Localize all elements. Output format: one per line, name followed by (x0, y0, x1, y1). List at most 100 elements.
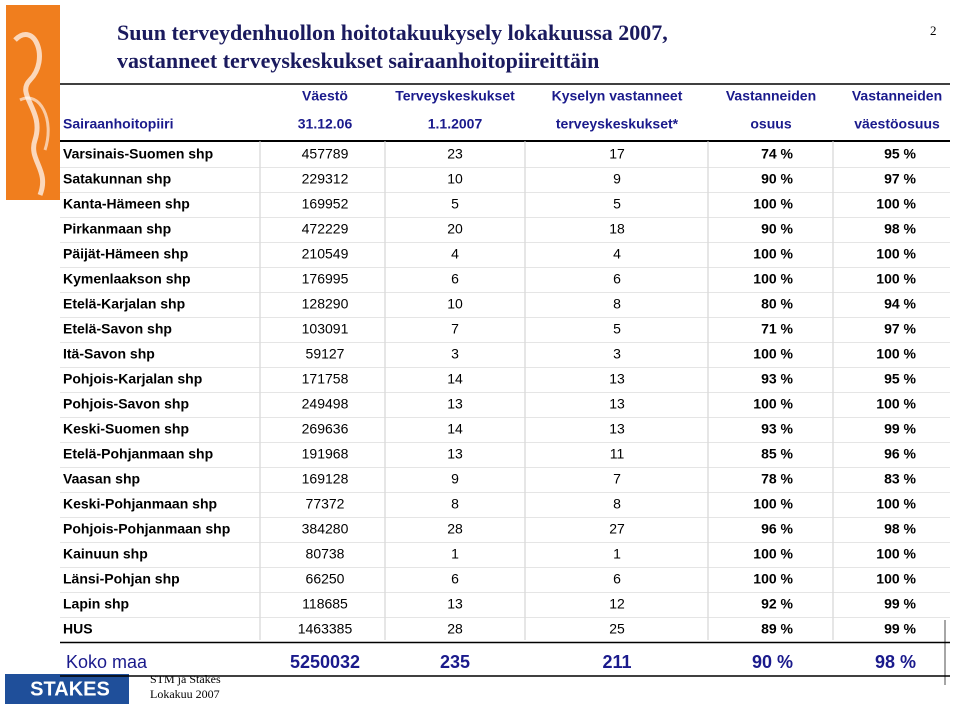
column-header: Vastanneiden (726, 88, 816, 104)
cell: 1 (451, 546, 459, 562)
cell: 94 % (884, 296, 916, 312)
row-label: Satakunnan shp (63, 171, 171, 187)
cell: 100 % (876, 196, 916, 212)
cell: 13 (447, 446, 463, 462)
total-cell: 235 (440, 652, 470, 672)
cell: 14 (447, 421, 463, 437)
cell: 176995 (302, 271, 349, 287)
row-label: Länsi-Pohjan shp (63, 571, 180, 587)
cell: 90 % (761, 171, 793, 187)
cell: 97 % (884, 321, 916, 337)
row-label: Lapin shp (63, 596, 129, 612)
cell: 13 (447, 596, 463, 612)
cell: 3 (613, 346, 621, 362)
footer-line: Lokakuu 2007 (150, 687, 220, 701)
cell: 169128 (302, 471, 349, 487)
cell: 4 (613, 246, 621, 262)
cell: 28 (447, 521, 463, 537)
cell: 100 % (876, 496, 916, 512)
cell: 100 % (876, 571, 916, 587)
column-header: Väestö (302, 88, 348, 104)
row-label: Etelä-Savon shp (63, 321, 172, 337)
cell: 100 % (753, 346, 793, 362)
cell: 14 (447, 371, 463, 387)
cell: 77372 (306, 496, 345, 512)
total-cell: 90 % (752, 652, 793, 672)
cell: 5 (613, 196, 621, 212)
cell: 20 (447, 221, 463, 237)
cell: 93 % (761, 421, 793, 437)
cell: 66250 (306, 571, 345, 587)
cell: 83 % (884, 471, 916, 487)
row-label: Kainuun shp (63, 546, 148, 562)
cell: 99 % (884, 596, 916, 612)
cell: 92 % (761, 596, 793, 612)
cell: 118685 (302, 596, 348, 612)
cell: 98 % (884, 221, 916, 237)
cell: 100 % (876, 271, 916, 287)
cell: 229312 (302, 171, 349, 187)
cell: 95 % (884, 371, 916, 387)
row-label: Keski-Suomen shp (63, 421, 189, 437)
logo (5, 674, 129, 704)
cell: 11 (610, 446, 625, 462)
cell: 100 % (753, 571, 793, 587)
cell: 13 (609, 421, 625, 437)
cell: 97 % (884, 171, 916, 187)
cell: 98 % (884, 521, 916, 537)
column-header: väestöosuus (854, 116, 940, 132)
cell: 6 (451, 271, 459, 287)
row-label: HUS (63, 621, 93, 637)
cell: 9 (613, 171, 621, 187)
total-cell: 5250032 (290, 652, 360, 672)
cell: 90 % (761, 221, 793, 237)
cell: 13 (609, 371, 625, 387)
cell: 100 % (753, 396, 793, 412)
cell: 384280 (302, 521, 349, 537)
row-label: Pirkanmaan shp (63, 221, 171, 237)
cell: 95 % (884, 146, 916, 162)
total-cell: 211 (602, 652, 631, 672)
cell: 85 % (761, 446, 793, 462)
cell: 10 (447, 296, 463, 312)
cell: 23 (447, 146, 463, 162)
cell: 25 (609, 621, 625, 637)
title-line: vastanneet terveyskeskukset sairaanhoito… (117, 48, 599, 73)
cell: 128290 (302, 296, 349, 312)
cell: 3 (451, 346, 459, 362)
page-number: 2 (930, 23, 937, 38)
row-label: Vaasan shp (63, 471, 140, 487)
cell: 8 (613, 296, 621, 312)
logo-text: STAKES (30, 678, 110, 700)
cell: 472229 (302, 221, 349, 237)
cell: 74 % (761, 146, 793, 162)
cell: 80 % (761, 296, 793, 312)
cell: 59127 (306, 346, 345, 362)
cell: 80738 (306, 546, 345, 562)
cell: 103091 (302, 321, 349, 337)
cell: 4 (451, 246, 459, 262)
column-header: terveyskeskukset* (556, 116, 679, 132)
cell: 8 (613, 496, 621, 512)
cell: 7 (451, 321, 459, 337)
column-header: Sairaanhoitopiiri (63, 116, 173, 132)
cell: 17 (609, 146, 625, 162)
column-header: Kyselyn vastanneet (552, 88, 683, 104)
cell: 6 (451, 571, 459, 587)
cell: 457789 (302, 146, 349, 162)
cell: 100 % (876, 396, 916, 412)
cell: 18 (609, 221, 625, 237)
cell: 5 (613, 321, 621, 337)
cell: 100 % (753, 546, 793, 562)
cell: 100 % (753, 246, 793, 262)
decoration-swirl (13, 32, 46, 196)
cell: 210549 (302, 246, 349, 262)
cell: 71 % (761, 321, 793, 337)
row-label: Etelä-Pohjanmaan shp (63, 446, 213, 462)
cell: 78 % (761, 471, 793, 487)
column-header: 1.1.2007 (428, 116, 483, 132)
decoration-swirl (19, 96, 50, 151)
total-label: Koko maa (66, 652, 148, 672)
row-label: Keski-Pohjanmaan shp (63, 496, 217, 512)
